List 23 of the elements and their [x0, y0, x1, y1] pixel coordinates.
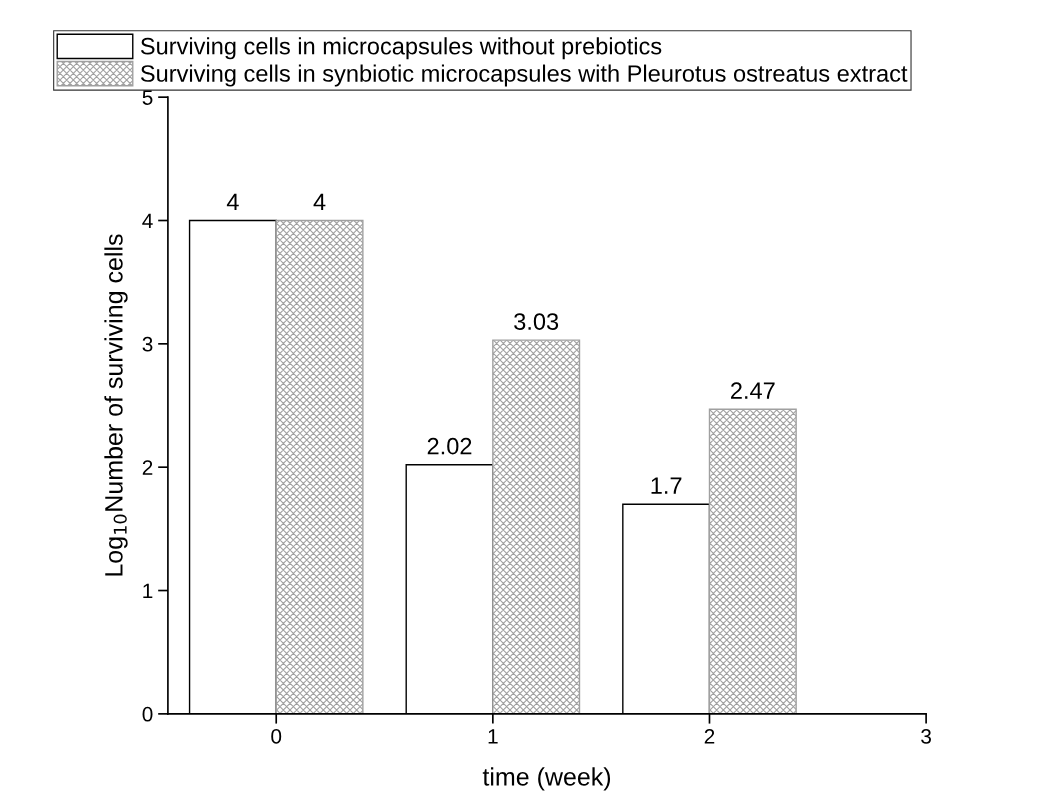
- x-tick-label: 1: [488, 729, 498, 744]
- x-axis-title: time (week): [482, 767, 611, 791]
- data-label: 4: [226, 193, 239, 211]
- y-tick-label: 1: [143, 583, 153, 599]
- y-tick-label: 3: [142, 336, 153, 352]
- legend-label: Surviving cells in microcapsules without prebiotics: [140, 37, 662, 60]
- y-tick-label: 2: [142, 460, 153, 475]
- y-tick-label: 0: [142, 706, 153, 722]
- data-label: 4: [313, 193, 326, 211]
- y-tick-label: 4: [142, 213, 153, 229]
- bar: [708, 408, 797, 714]
- bar: [275, 219, 364, 714]
- y-tick-label: 5: [142, 90, 153, 105]
- data-label: 2.47: [731, 382, 775, 399]
- x-tick-label: 0: [271, 729, 282, 744]
- x-tick-label: 2: [704, 729, 715, 744]
- data-label: 3.03: [514, 313, 559, 330]
- data-label: 1.7: [651, 477, 682, 494]
- legend-label: Surviving cells in synbiotic microcapsules with Pleurotus ostreatus extract: [140, 64, 908, 87]
- x-tick-label: 3: [921, 729, 931, 744]
- bar: [492, 339, 581, 714]
- y-axis-title: Log$_{10}$Number of surviving cells: [104, 234, 128, 576]
- data-label: 2.02: [427, 437, 472, 455]
